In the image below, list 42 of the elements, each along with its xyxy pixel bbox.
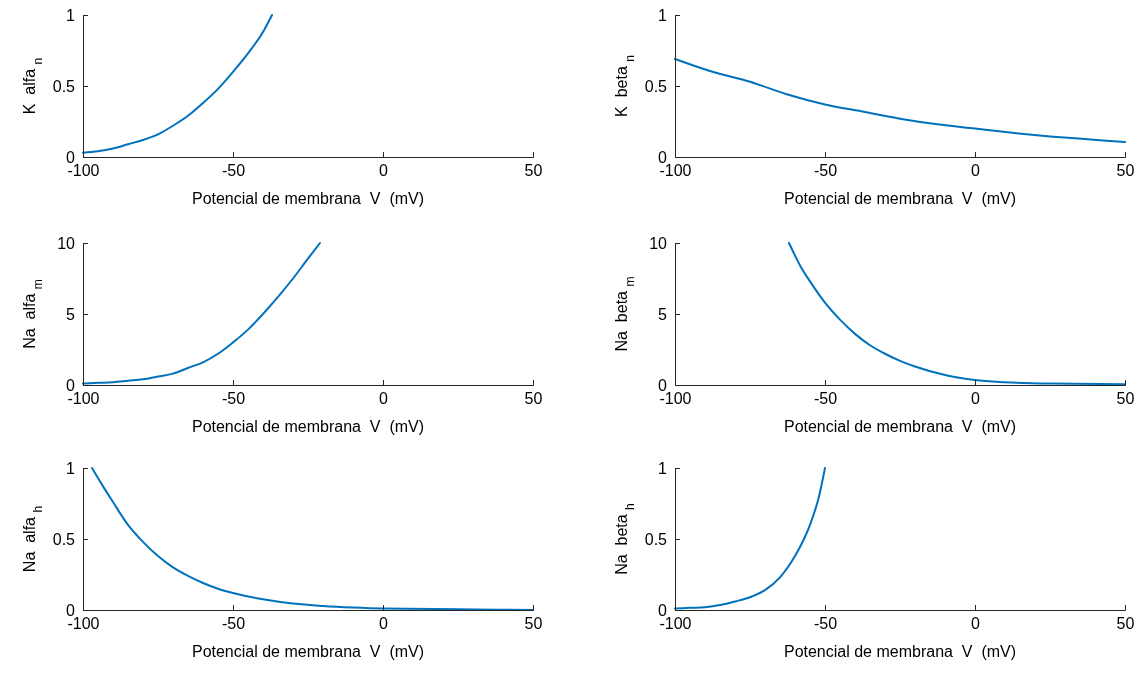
- x-tick-label: 50: [524, 162, 543, 180]
- x-tick-label: 50: [1116, 162, 1135, 180]
- x-tick-label: 50: [1116, 615, 1135, 633]
- y-tick-label: 1: [66, 6, 76, 24]
- x-axis-title: Potencial de membrana V (mV): [783, 643, 1017, 660]
- x-tick-label: -50: [221, 615, 246, 633]
- x-tick-label: -50: [813, 162, 838, 180]
- y-tick-label: 1: [66, 459, 76, 477]
- y-tick-label: 0.5: [52, 77, 76, 95]
- x-tick-label: -50: [221, 390, 246, 408]
- x-axis-title: Potencial de membrana V (mV): [191, 190, 425, 207]
- x-tick-label: 50: [524, 390, 543, 408]
- x-axis-title: Potencial de membrana V (mV): [191, 418, 425, 435]
- line-series: [82, 14, 273, 154]
- y-tick-label: 10: [649, 234, 668, 252]
- x-tick-label: 0: [379, 162, 389, 180]
- x-axis-title: Potencial de membrana V (mV): [783, 190, 1017, 207]
- y-tick-label: 1: [658, 6, 668, 24]
- x-axis-title: Potencial de membrana V (mV): [783, 418, 1017, 435]
- x-tick-label: 0: [379, 615, 389, 633]
- y-tick-label: 5: [66, 305, 76, 323]
- line-series: [788, 242, 1126, 386]
- x-tick-label: 0: [971, 390, 981, 408]
- x-tick-label: 50: [524, 615, 543, 633]
- y-tick-label: 1: [658, 459, 668, 477]
- x-tick-label: 0: [971, 162, 981, 180]
- x-tick-label: -50: [813, 615, 838, 633]
- y-tick-label: 0.5: [644, 77, 668, 95]
- x-tick-label: -50: [221, 162, 246, 180]
- y-tick-label: 10: [57, 234, 76, 252]
- x-tick-label: 0: [971, 615, 981, 633]
- line-series: [674, 58, 1126, 144]
- y-tick-label: 0.5: [644, 530, 668, 548]
- x-tick-label: -50: [813, 390, 838, 408]
- y-tick-label: 0.5: [52, 530, 76, 548]
- line-series: [91, 467, 534, 611]
- line-series: [674, 467, 826, 610]
- y-tick-label: 5: [658, 305, 668, 323]
- x-axis-title: Potencial de membrana V (mV): [191, 643, 425, 660]
- x-tick-label: 0: [379, 390, 389, 408]
- line-series: [82, 242, 321, 385]
- x-tick-label: 50: [1116, 390, 1135, 408]
